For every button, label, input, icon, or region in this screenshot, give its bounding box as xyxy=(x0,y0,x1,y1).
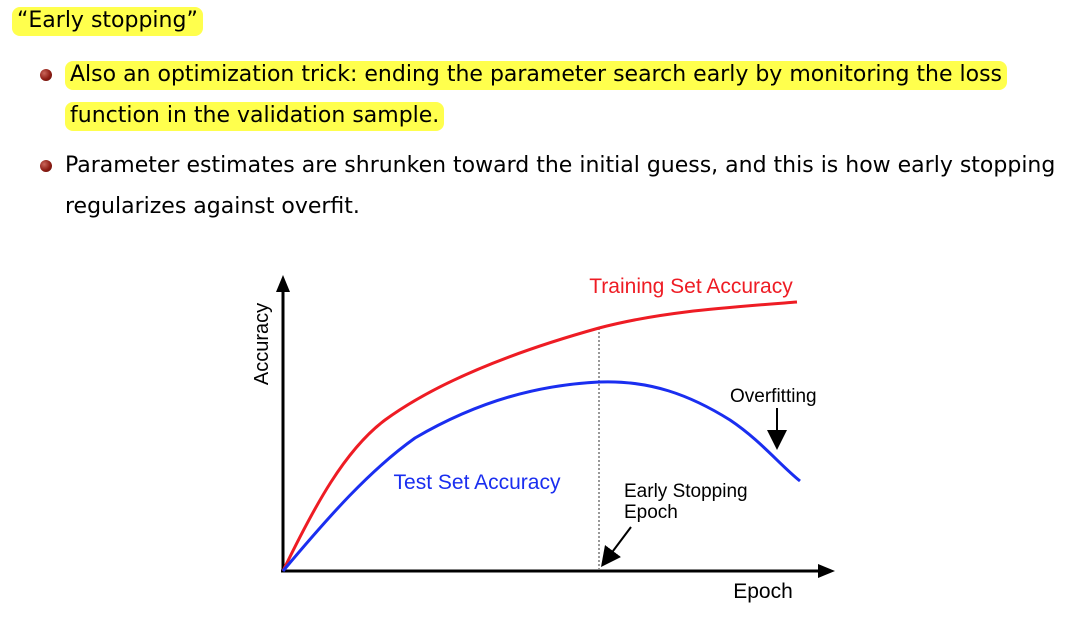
x-axis-label: Epoch xyxy=(733,580,793,603)
x-axis-arrow-icon xyxy=(818,564,835,578)
bullet-dot-icon xyxy=(40,69,52,81)
y-axis-arrow-icon xyxy=(276,275,290,292)
bullet-dot-icon xyxy=(40,160,52,172)
heading-highlight: “Early stopping” xyxy=(12,7,203,36)
legend-training-label: Training Set Accuracy xyxy=(589,275,793,298)
series-training-line xyxy=(281,300,798,572)
early-stopping-label-line2: Epoch xyxy=(624,502,678,523)
early-stopping-label-line1: Early Stopping xyxy=(624,481,748,502)
early-stopping-arrow-icon xyxy=(601,526,632,567)
bullet-text-2: Parameter estimates are shrunken toward … xyxy=(65,153,1056,219)
y-axis-label: Accuracy xyxy=(251,303,273,385)
overfitting-label: Overfitting xyxy=(730,386,817,407)
series-test-line xyxy=(281,380,801,572)
slide-heading: “Early stopping” xyxy=(12,6,203,36)
bullet-highlight: Also an optimization trick: ending the p… xyxy=(65,61,1008,131)
bullet-text-1: Also an optimization trick: ending the p… xyxy=(65,54,1065,136)
legend-test-label: Test Set Accuracy xyxy=(394,471,561,494)
